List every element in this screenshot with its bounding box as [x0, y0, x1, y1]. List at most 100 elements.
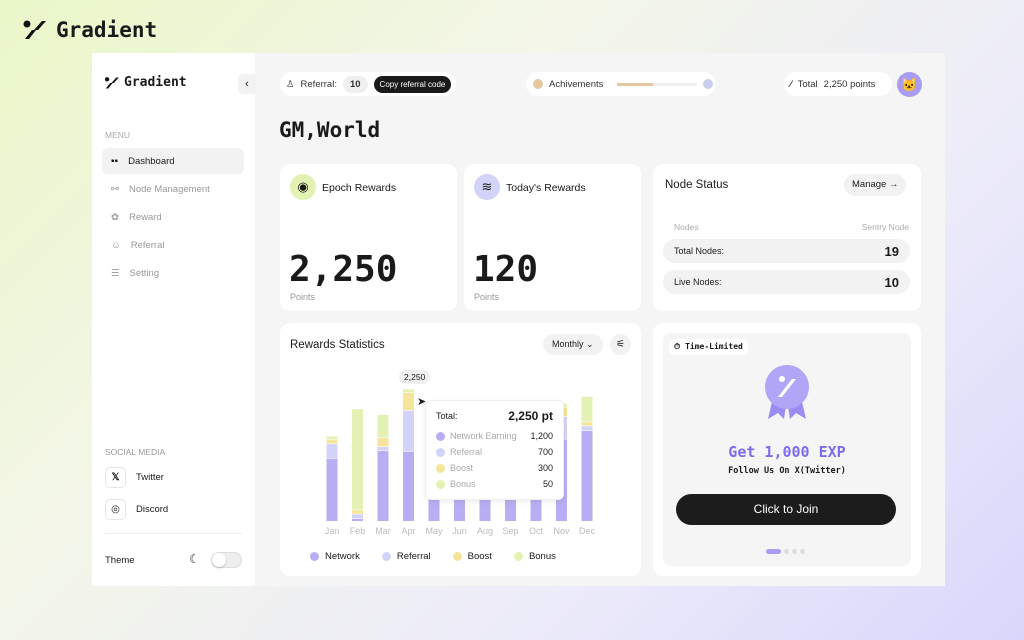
x-tick-label: Jun [452, 526, 467, 536]
x-tick-label: Feb [350, 526, 366, 536]
bar-boost-jan[interactable] [326, 440, 338, 444]
bar-referral-jan[interactable] [326, 444, 338, 458]
bar-boost-mar[interactable] [377, 438, 389, 447]
node-status-card: Node Status Manage → Nodes Sentry Node T… [653, 164, 921, 311]
reward-icon: ✿ [111, 211, 119, 223]
legend-label: Boost [467, 551, 492, 562]
hover-value-label: 2,250 [399, 370, 431, 384]
next-achievement-icon [703, 79, 714, 89]
coins-icon: ◉ [290, 174, 316, 200]
x-tick-label: Jan [325, 526, 340, 536]
stopwatch-icon: ⏱ [674, 342, 681, 351]
discord-icon: ◎ [105, 499, 126, 520]
legend-item-network[interactable]: Network [310, 551, 360, 562]
nodes-icon: ⚯ [111, 183, 119, 195]
time-limited-badge: ⏱ Time-Limited [669, 339, 748, 355]
brand-logo: Gradient [22, 18, 157, 42]
bar-bonus-apr[interactable] [403, 389, 414, 393]
legend-item-referral[interactable]: Referral [381, 551, 431, 562]
carousel-dots[interactable] [766, 549, 805, 554]
theme-toggle[interactable] [211, 552, 242, 568]
referral-pill: ♙ Referral: 10 Copy referral code [280, 72, 456, 96]
legend-swatch [452, 552, 462, 561]
twitter-link[interactable]: 𝕏 Twitter [105, 467, 164, 488]
referral-count: 10 [342, 75, 368, 93]
bar-boost-dec[interactable] [581, 422, 593, 426]
filter-button[interactable]: ⚟ [610, 334, 631, 355]
rewards-statistics-card: Rewards Statistics Monthly ⌄ ⚟ Jan Feb Mar… [280, 323, 641, 576]
x-tick-label: May [425, 526, 443, 536]
tooltip-row: Network Earning 1,200 [436, 428, 553, 444]
bar-referral-feb[interactable] [352, 514, 363, 519]
sidebar-logo: Gradient [104, 75, 187, 90]
bar-network-jan[interactable] [326, 458, 338, 521]
tooltip-row: Boost 300 [436, 460, 553, 476]
promo-slide: ⏱ Time-Limited Get 1,000 EXP Follow Us O… [663, 333, 911, 566]
todays-rewards-card: ≋ Today's Rewards 120 Points [464, 164, 641, 311]
gradient-logo-icon [104, 76, 119, 89]
manage-button[interactable]: Manage → [844, 174, 907, 196]
bar-referral-dec[interactable] [581, 426, 593, 431]
x-tick-label: Mar [375, 526, 391, 536]
gradient-logo-icon [23, 20, 46, 39]
sidebar-item-dashboard[interactable]: ▪▪ Dashboard [102, 148, 244, 174]
sidebar-item-node-management[interactable]: ⚯ Node Management [111, 183, 210, 195]
gradient-logo-icon: ⁄ [790, 78, 792, 90]
live-nodes-row: Live Nodes: 10 [663, 270, 910, 294]
tooltip-row: Referral 700 [436, 444, 553, 460]
x-tick-label: Nov [553, 526, 570, 536]
discord-link[interactable]: ◎ Discord [105, 499, 168, 520]
today-value: 120 [473, 249, 539, 290]
sidebar-item-setting[interactable]: ☰ Setting [111, 267, 160, 279]
cursor-icon: ➤ [417, 396, 427, 408]
page-title: GM,World [279, 118, 381, 142]
bar-network-feb[interactable] [352, 518, 363, 521]
legend-swatch [310, 552, 319, 561]
sidebar-item-reward[interactable]: ✿ Reward [111, 211, 162, 223]
coin-stack-icon: ≋ [474, 174, 500, 200]
x-tick-label: Oct [529, 526, 544, 536]
x-icon: 𝕏 [105, 467, 126, 488]
collapse-sidebar-button[interactable]: ‹ [238, 74, 256, 94]
avatar[interactable]: 🐱 [897, 72, 922, 97]
sidebar-item-referral[interactable]: ☺ Referral [111, 239, 165, 251]
legend-label: Referral [396, 551, 431, 562]
bar-network-mar[interactable] [377, 451, 389, 521]
legend-item-boost[interactable]: Boost [452, 551, 492, 562]
epoch-value: 2,250 [289, 249, 398, 290]
bar-bonus-feb[interactable] [352, 409, 363, 510]
bar-bonus-dec[interactable] [581, 396, 593, 422]
legend-item-bonus[interactable]: Bonus [513, 551, 556, 562]
moon-icon: ☾ [189, 552, 200, 566]
menu-label: MENU [105, 130, 131, 140]
bar-bonus-mar[interactable] [377, 414, 389, 438]
legend-label: Network [325, 551, 360, 562]
bar-referral-mar[interactable] [377, 447, 389, 451]
copy-referral-code-button[interactable]: Copy referral code [373, 75, 452, 93]
bar-boost-feb[interactable] [352, 510, 363, 514]
legend-swatch [513, 552, 523, 561]
achievements-pill[interactable]: Achivements [526, 72, 716, 96]
x-tick-label: Sep [502, 526, 518, 536]
tooltip-row: Bonus 50 [436, 476, 553, 492]
click-to-join-button[interactable]: Click to Join [676, 494, 896, 525]
theme-label: Theme [105, 555, 135, 566]
sliders-icon: ☰ [111, 267, 120, 279]
bar-bonus-jan[interactable] [326, 436, 338, 440]
grid-icon: ▪▪ [111, 155, 119, 167]
legend-swatch [381, 552, 391, 561]
achievement-progress [617, 82, 698, 86]
bar-network-apr[interactable] [403, 451, 414, 521]
bar-network-dec[interactable] [581, 430, 593, 521]
achievement-badge-icon [533, 79, 543, 89]
user-icon: ♙ [286, 78, 295, 90]
social-media-label: SOCIAL MEDIA [105, 447, 166, 457]
period-select[interactable]: Monthly ⌄ [543, 334, 603, 355]
x-tick-label: Aug [477, 526, 493, 536]
total-points-pill: ⁄ Total 2,250 points [784, 72, 892, 96]
bar-boost-apr[interactable] [403, 392, 414, 411]
bar-referral-apr[interactable] [403, 410, 414, 452]
app-window: Gradient ‹ MENU ▪▪ Dashboard ⚯ Node Manage… [92, 53, 945, 586]
total-nodes-row: Total Nodes: 19 [663, 239, 910, 263]
divider [105, 533, 242, 534]
